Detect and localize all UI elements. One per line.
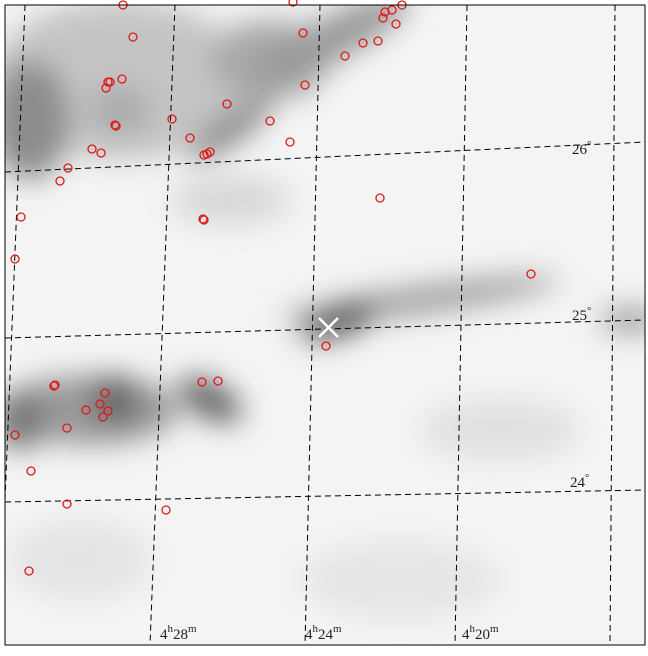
dec-unit: °	[587, 139, 591, 151]
ra-minutes-unit: m	[333, 623, 342, 635]
ra-minutes: 24	[318, 627, 334, 643]
dec-unit: °	[587, 305, 591, 317]
ra-minutes-unit: m	[188, 623, 197, 635]
dec-value: 26	[572, 142, 588, 158]
ra-minutes: 20	[475, 627, 490, 643]
dec-value: 25	[572, 308, 587, 324]
dec-value: 24	[570, 475, 586, 491]
ra-minutes-unit: m	[490, 623, 499, 635]
ra-minutes: 28	[173, 627, 188, 643]
sky-map: 26°25°24° 4h28m4h24m4h20m	[0, 0, 648, 651]
dec-unit: °	[585, 472, 589, 484]
